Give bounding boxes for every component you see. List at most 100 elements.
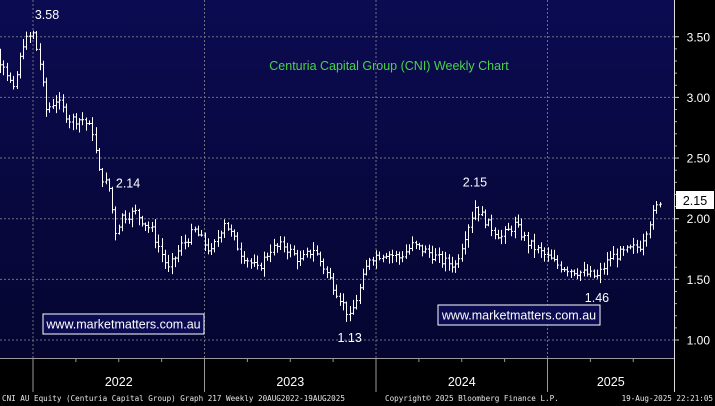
ohlc-bar: [72, 113, 75, 131]
ohlc-bar: [461, 243, 464, 262]
ohlc-bar: [411, 236, 414, 252]
ohlc-bar: [42, 60, 45, 87]
annotation-label: 1.46: [585, 291, 609, 305]
y-tick-label: 2.00: [687, 212, 711, 226]
ohlc-bar: [58, 92, 61, 110]
ohlc-bar: [612, 245, 615, 260]
ohlc-bar: [118, 224, 121, 235]
ohlc-bar: [345, 301, 348, 322]
x-tick-label: 2025: [597, 375, 625, 389]
ohlc-bar: [266, 252, 269, 261]
ohlc-bar: [309, 249, 312, 259]
ohlc-bar: [95, 127, 98, 154]
ohlc-bar: [332, 273, 335, 295]
ohlc-bar: [147, 221, 150, 233]
ohlc-bar: [636, 239, 639, 254]
ohlc-bar: [269, 244, 272, 263]
ohlc-bar: [540, 242, 543, 258]
ohlc-bar: [375, 250, 378, 269]
watermarks: www.marketmatters.com.au www.marketmatter…: [42, 304, 601, 335]
ohlc-bar: [583, 261, 586, 277]
ohlc-bar: [616, 248, 619, 268]
ohlc-bar: [596, 269, 599, 279]
ohlc-bar: [65, 103, 68, 123]
ohlc-bar: [161, 238, 164, 263]
ohlc-bar: [388, 251, 391, 264]
ohlc-bar: [603, 262, 606, 275]
ohlc-bar: [91, 117, 94, 142]
ohlc-bar: [570, 269, 573, 278]
ohlc-bar: [632, 237, 635, 254]
footer-security-info: CNI AU Equity (Centuria Capital Group) G…: [2, 394, 345, 403]
ohlc-bar: [246, 257, 249, 268]
ohlc-bar: [639, 240, 642, 252]
ohlc-bar: [131, 207, 134, 228]
ohlc-bar: [642, 233, 645, 256]
ohlc-bar: [576, 268, 579, 279]
ohlc-bar: [230, 224, 233, 237]
ohlc-bar: [434, 248, 437, 262]
ohlc-bar: [164, 249, 167, 270]
ohlc-bar: [213, 239, 216, 253]
ohlc-bar: [517, 214, 520, 228]
ohlc-bar: [586, 264, 589, 277]
footer-bar: CNI AU Equity (Centuria Capital Group) G…: [0, 392, 715, 406]
ohlc-bar: [134, 204, 137, 215]
ohlc-bar: [421, 244, 424, 257]
ohlc-bar: [424, 245, 427, 254]
ohlc-bar: [101, 168, 104, 188]
ohlc-bar: [645, 231, 648, 247]
ohlc-bar: [55, 95, 58, 114]
ohlc-bar: [550, 249, 553, 260]
ohlc-bar: [167, 254, 170, 273]
ohlc-bar: [530, 239, 533, 249]
ohlc-bar: [428, 244, 431, 258]
ohlc-bar: [543, 247, 546, 262]
ohlc-bar: [514, 216, 517, 239]
ohlc-bar: [481, 206, 484, 216]
ohlc-bar: [487, 218, 490, 227]
ohlc-bar: [619, 246, 622, 261]
ohlc-bar: [32, 30, 35, 39]
ohlc-bar: [279, 236, 282, 251]
ohlc-bar: [111, 186, 114, 214]
y-tick-label: 2.50: [687, 152, 711, 166]
ohlc-bar: [431, 245, 434, 264]
ohlc-bar: [9, 72, 12, 83]
ohlc-bar: [223, 219, 226, 238]
ohlc-bar: [138, 208, 141, 226]
ohlc-bar: [362, 268, 365, 291]
ohlc-bar: [560, 261, 563, 273]
ohlc-bar: [382, 254, 385, 263]
ohlc-bar: [210, 243, 213, 255]
ohlc-bar: [217, 229, 220, 247]
last-price-box: [676, 191, 714, 209]
ohlc-bar: [6, 62, 9, 81]
ohlc-bar: [339, 292, 342, 306]
ohlc-bar: [652, 205, 655, 230]
annotation-label: 3.58: [35, 8, 59, 22]
ohlc-bar: [250, 258, 253, 269]
ohlc-bar: [573, 269, 576, 277]
ohlc-bar: [355, 294, 358, 310]
watermark: www.marketmatters.com.au: [42, 313, 205, 335]
chart-title: Centuria Capital Group (CNI) Weekly Char…: [269, 59, 509, 73]
ohlc-bar: [589, 266, 592, 278]
ohlc-bar: [302, 250, 305, 261]
watermark-box: [42, 313, 205, 335]
ohlc-bar: [306, 247, 309, 258]
ohlc-bar: [533, 233, 536, 258]
ohlc-bar: [599, 262, 602, 284]
ohlc-bar: [622, 245, 625, 256]
ohlc-bar: [418, 242, 421, 250]
ohlc-bar: [286, 242, 289, 260]
ohlc-bar: [464, 231, 467, 255]
ohlc-bar: [490, 214, 493, 237]
ohlc-bar: [352, 299, 355, 315]
ohlc-bar: [401, 251, 404, 263]
ohlc-bar: [68, 114, 71, 129]
ohlc-bar: [510, 225, 513, 237]
ohlc-bar: [151, 221, 154, 233]
ohlc-bar: [220, 230, 223, 243]
watermark-box: [437, 304, 601, 326]
